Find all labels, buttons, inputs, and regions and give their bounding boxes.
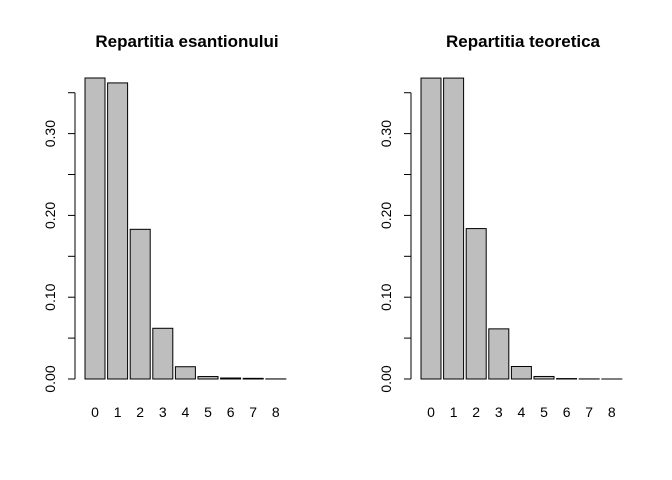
bar-6 [220, 377, 242, 380]
bar-5 [533, 375, 555, 380]
x-tick-label: 6 [227, 404, 235, 420]
x-tick-label: 7 [585, 404, 593, 420]
x-tick-label: 8 [608, 404, 616, 420]
y-tick-label: 0.00 [378, 365, 394, 392]
x-tick-label: 5 [540, 404, 548, 420]
bar-1 [107, 82, 129, 380]
bar-4 [510, 365, 532, 380]
chart-panel-theoretical: Repartitia teoretica 0 1 2 3 4 5 6 7 8 0.00 0.10 0.… [378, 32, 623, 420]
chart-title: Repartitia esantionului [95, 32, 278, 51]
bar-2 [465, 228, 487, 380]
y-tick-label: 0.30 [42, 120, 58, 147]
bar-0 [420, 77, 442, 380]
bar-1 [443, 77, 465, 380]
y-tick-label: 0.10 [42, 283, 58, 310]
y-tick-label: 0.20 [378, 202, 394, 229]
x-tick-label: 7 [249, 404, 257, 420]
bar-7 [242, 377, 264, 380]
y-tick-label: 0.30 [378, 120, 394, 147]
bar-0 [84, 77, 106, 380]
x-tick-label: 2 [136, 404, 144, 420]
x-tick-label: 8 [272, 404, 280, 420]
y-tick-label: 0.10 [378, 283, 394, 310]
chart-title: Repartitia teoretica [446, 32, 601, 51]
x-tick-label: 3 [159, 404, 167, 420]
bar-3 [152, 327, 174, 380]
chart-panel-sample: Repartitia esantionului 0 1 2 3 4 5 6 7 8 0.00 0.1… [42, 32, 287, 420]
bar-3 [488, 328, 510, 380]
x-tick-label: 1 [114, 404, 122, 420]
x-tick-label: 1 [450, 404, 458, 420]
bar-4 [174, 366, 196, 380]
x-tick-label: 6 [563, 404, 571, 420]
bar-5 [197, 376, 219, 380]
x-tick-label: 2 [472, 404, 480, 420]
y-tick-label: 0.00 [42, 365, 58, 392]
x-tick-label: 5 [204, 404, 212, 420]
x-tick-label: 3 [495, 404, 503, 420]
bar-2 [129, 228, 151, 380]
x-tick-label: 0 [427, 404, 435, 420]
x-tick-label: 0 [91, 404, 99, 420]
x-tick-label: 4 [518, 404, 526, 420]
x-tick-label: 4 [182, 404, 190, 420]
y-tick-label: 0.20 [42, 202, 58, 229]
